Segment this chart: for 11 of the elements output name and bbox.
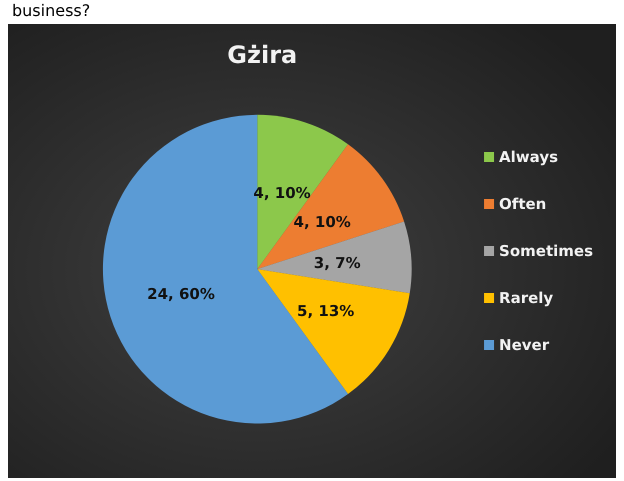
legend-label: Often [499, 195, 546, 213]
data-label: 3, 7% [314, 254, 361, 272]
data-label: 24, 60% [147, 284, 215, 303]
chart-title: Gżira [227, 41, 298, 69]
text: business? [12, 1, 90, 20]
data-label: 4, 10% [294, 213, 351, 232]
legend-label: Always [499, 148, 558, 166]
legend-label: Sometimes [499, 242, 594, 260]
legend-label: Rarely [499, 289, 554, 307]
legend-label: Never [499, 336, 550, 354]
data-label: 5, 13% [297, 302, 354, 320]
